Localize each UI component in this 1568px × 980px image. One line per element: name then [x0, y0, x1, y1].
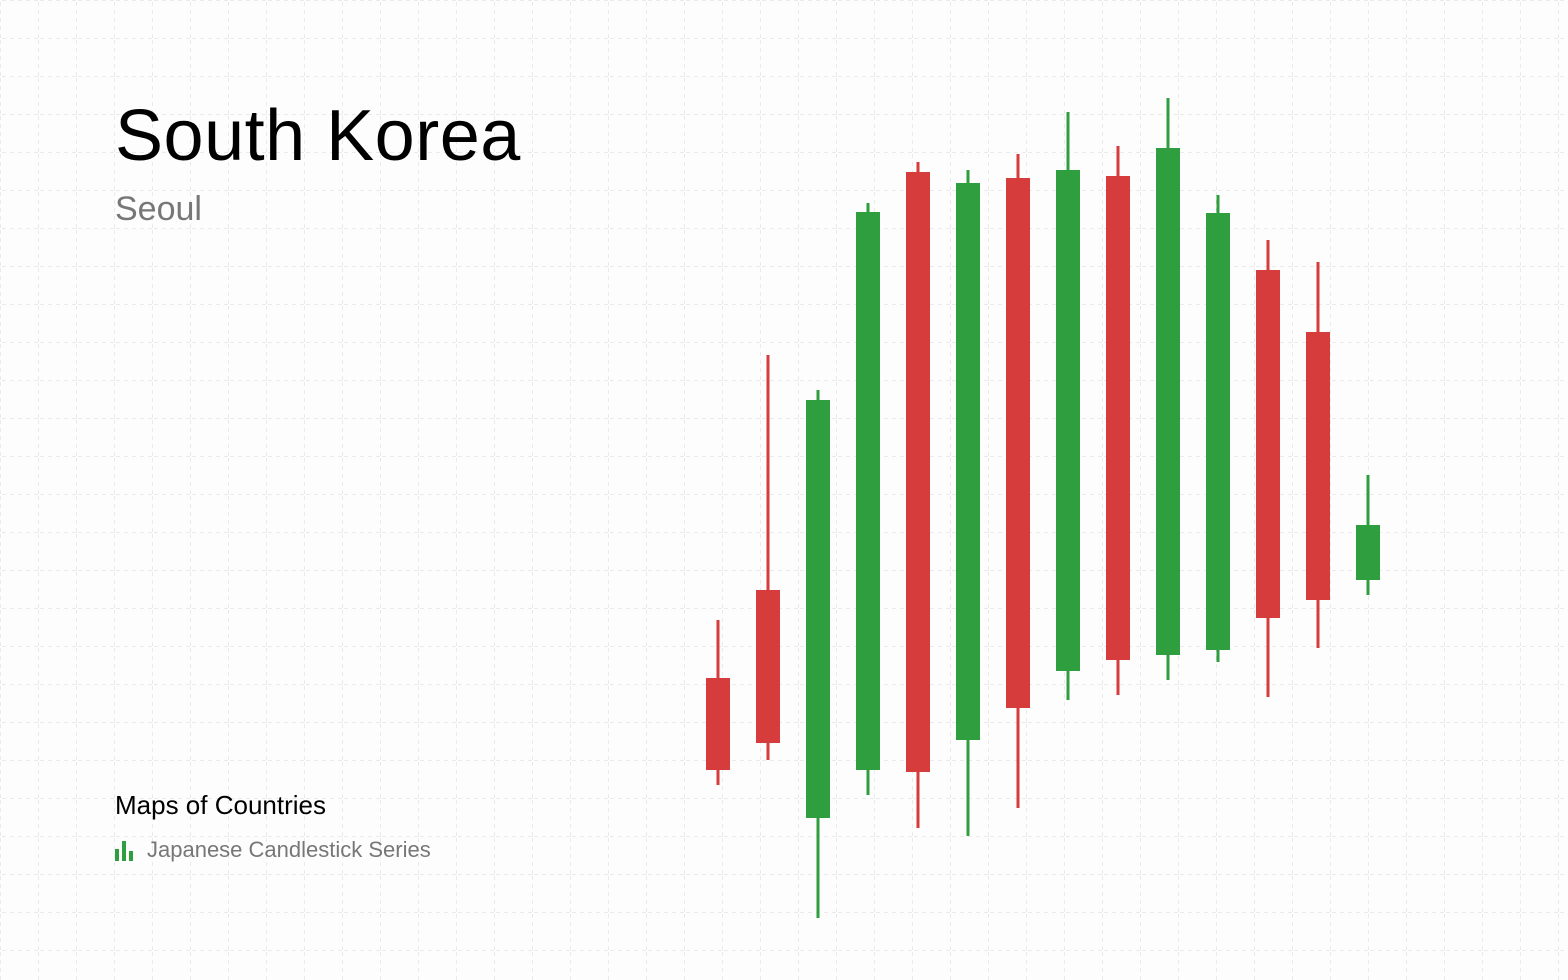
canvas: South Korea Seoul Maps of Countries Japa…	[0, 0, 1568, 980]
candlestick-chart	[0, 0, 1568, 980]
candle-body	[1106, 176, 1130, 660]
candle-4	[906, 0, 930, 980]
candle-0	[706, 0, 730, 980]
candle-body	[856, 212, 880, 770]
candle-6	[1006, 0, 1030, 980]
candle-body	[1156, 148, 1180, 655]
candle-3	[856, 0, 880, 980]
candle-body	[1206, 213, 1230, 650]
candle-body	[756, 590, 780, 743]
candle-1	[756, 0, 780, 980]
candle-body	[906, 172, 930, 772]
candle-8	[1106, 0, 1130, 980]
candle-7	[1056, 0, 1080, 980]
candle-2	[806, 0, 830, 980]
candle-12	[1306, 0, 1330, 980]
candle-body	[1306, 332, 1330, 600]
candle-body	[706, 678, 730, 770]
candle-body	[956, 183, 980, 740]
candle-body	[1006, 178, 1030, 708]
candle-11	[1256, 0, 1280, 980]
candle-9	[1156, 0, 1180, 980]
candle-13	[1356, 0, 1380, 980]
candle-body	[1356, 525, 1380, 580]
candle-10	[1206, 0, 1230, 980]
candle-body	[1056, 170, 1080, 671]
candle-5	[956, 0, 980, 980]
candle-body	[806, 400, 830, 818]
candle-body	[1256, 270, 1280, 618]
